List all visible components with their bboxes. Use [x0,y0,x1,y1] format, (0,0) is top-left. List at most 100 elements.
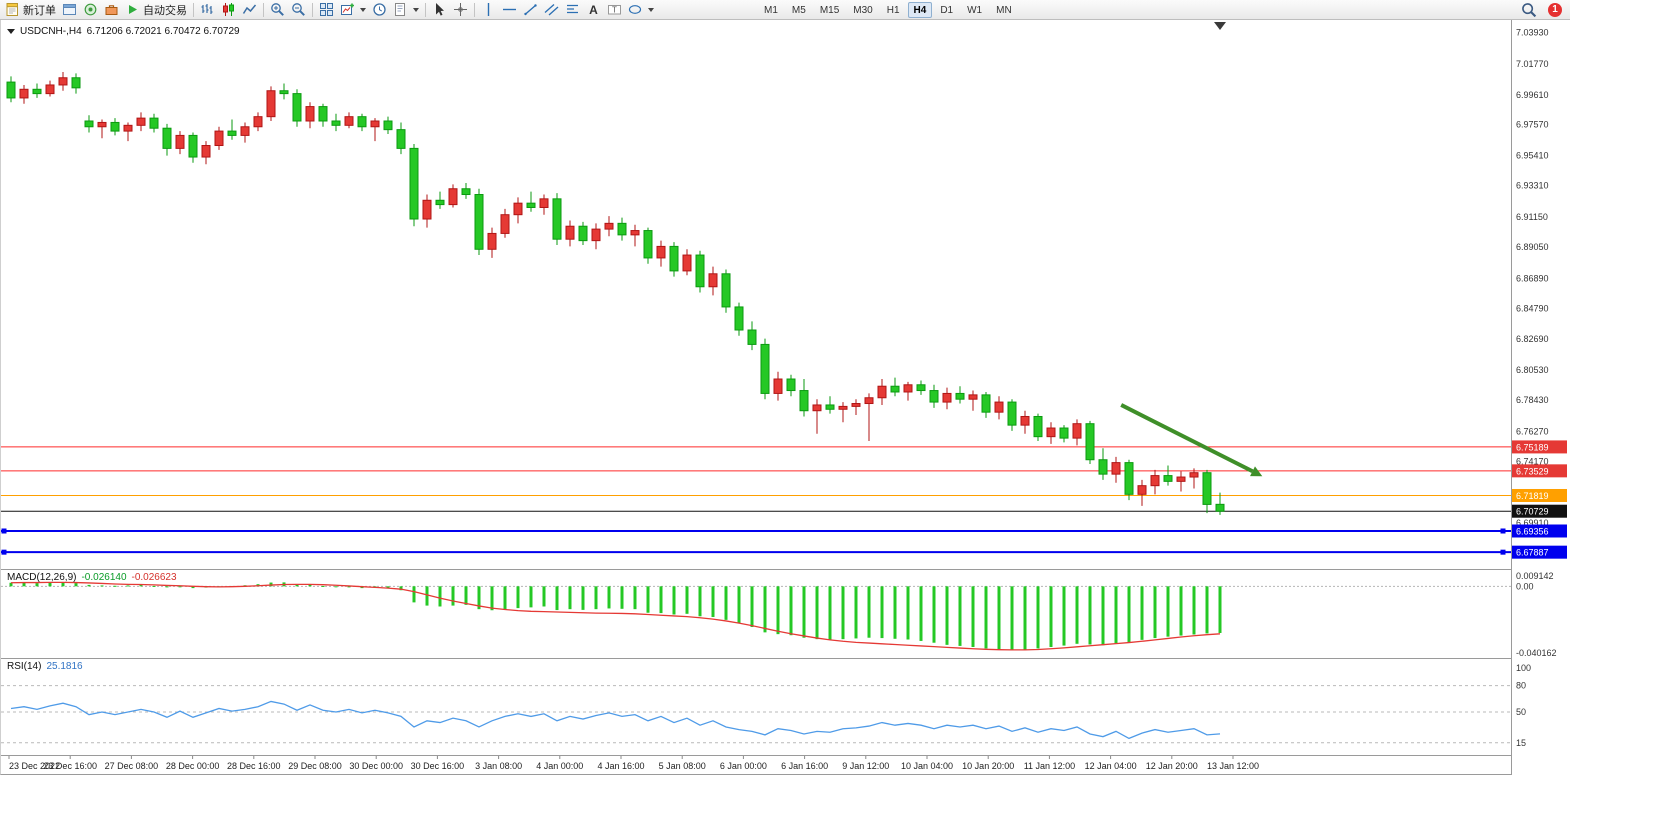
macd-histogram-bar [932,586,936,643]
trend-arrow[interactable] [1120,403,1254,474]
macd-histogram-bar [295,584,299,587]
tile-windows-button[interactable] [316,1,337,19]
line-anchor[interactable] [1500,549,1506,555]
chart-shift-marker[interactable] [1214,22,1226,30]
chevron-down-icon [360,7,366,12]
candle-body [929,390,939,403]
time-axis-label: 12 Jan 20:00 [1146,761,1198,771]
search-button[interactable] [1518,1,1540,19]
macd-histogram-bar [607,586,611,609]
cursor-tool-button[interactable] [429,1,450,19]
chart-ohlc-values: 6.71206 6.72021 6.70472 6.70729 [86,26,240,37]
time-axis-label: 11 Jan 12:00 [1024,761,1075,771]
candle-body [955,392,965,400]
price-tag-label: 6.75189 [1516,442,1549,452]
bar-chart-mode-button[interactable] [197,1,218,19]
candlestick-mode-button[interactable] [218,1,239,19]
line-chart-mode-button[interactable] [239,1,260,19]
cursor-icon [436,3,444,16]
templates-button[interactable] [390,1,422,19]
macd-histogram-bar [620,586,624,609]
period-clock-button[interactable] [369,1,390,19]
line-anchor[interactable] [1,528,7,534]
macd-value-1: -0.026140 [81,572,127,583]
macd-histogram-bar [646,586,650,613]
time-axis-label: 9 Jan 12:00 [842,761,889,771]
timeframe-button-d1[interactable]: D1 [940,4,954,16]
macd-histogram-bar [100,585,104,587]
macd-histogram-bar [529,586,533,608]
market-button[interactable] [80,1,101,19]
candle-body [1020,415,1030,426]
timeframe-button-w1[interactable]: W1 [967,4,983,16]
zoom-out-button[interactable] [288,1,309,19]
new-chart-button[interactable] [337,1,369,19]
candle-body [526,202,536,208]
notification-badge[interactable]: 1 [1548,2,1562,17]
candle-body [682,254,692,272]
timeframe-button-h1[interactable]: H1 [886,4,900,16]
candle-body [851,403,861,407]
macd-histogram-bar [581,586,585,610]
timeframe-button-mn[interactable]: MN [996,4,1012,16]
charts-profile-button[interactable] [59,1,80,19]
zoom-out-icon [292,3,305,16]
candle-body [123,124,133,132]
candle-body [1163,475,1173,482]
candle-body [513,202,523,216]
vertical-line-tool-button[interactable] [478,1,499,19]
new-order-button[interactable]: 新订单 [2,1,59,19]
toolbar-right-group: 1 [1518,1,1568,19]
macd-histogram-bar [48,582,52,587]
auto-trading-label: 自动交易 [143,4,187,17]
timeframe-button-m5[interactable]: M5 [791,4,806,16]
toolbar-separator [263,2,264,17]
candle-body [669,245,679,272]
candle-body [656,245,666,259]
macd-histogram-bar [815,586,819,640]
line-anchor[interactable] [1,549,7,555]
price-axis-label: 6.99610 [1516,90,1549,100]
macd-name: MACD(12,26,9) [7,572,77,583]
candle-body [1098,459,1108,475]
timeframe-button-m1[interactable]: M1 [764,4,778,16]
candle-body [760,343,770,394]
horizontal-line-tool-button[interactable] [499,1,520,19]
candle-body [695,254,705,288]
candle-body [1176,476,1186,482]
timeframe-button-m15[interactable]: M15 [819,4,840,16]
timeframe-button-m30[interactable]: M30 [853,4,873,16]
candle-body [396,129,406,149]
price-axis[interactable] [1512,20,1571,775]
chevron-down-icon [413,7,419,12]
fibonacci-tool-button[interactable] [562,1,583,19]
tile-windows-icon [320,3,333,16]
crosshair-tool-button[interactable] [450,1,471,19]
time-axis-label: 10 Jan 04:00 [901,761,953,771]
macd-histogram-bar [1101,586,1105,646]
zoom-in-button[interactable] [267,1,288,19]
macd-histogram-bar [399,586,403,591]
text-tool-button[interactable]: A [583,1,604,19]
time-axis-label: 28 Dec 16:00 [227,761,281,771]
macd-histogram-bar [74,583,78,587]
toolbox-button[interactable] [101,1,122,19]
trendline-tool-button[interactable] [520,1,541,19]
macd-histogram-bar [750,586,754,628]
macd-histogram-bar [1088,586,1092,645]
candle-body [253,116,263,128]
candle-body [539,198,549,208]
timeframe-button-h4[interactable]: H4 [907,1,933,18]
toolbar-separator [425,2,426,17]
trend-arrow-head[interactable] [1250,466,1263,477]
candle-body [903,384,913,393]
channel-tool-button[interactable] [541,1,562,19]
line-anchor[interactable] [1500,528,1506,534]
chart-dropdown-icon[interactable] [7,29,15,34]
label-tool-button[interactable]: T [604,1,625,19]
macd-histogram-bar [9,582,13,587]
macd-histogram-bar [542,586,546,607]
shapes-tool-button[interactable] [625,1,657,19]
auto-trading-button[interactable]: 自动交易 [122,1,190,19]
chart-canvas[interactable]: 7.03930 7.01770 6.99610 6.97570 6.95410 6.933… [1,20,1571,775]
